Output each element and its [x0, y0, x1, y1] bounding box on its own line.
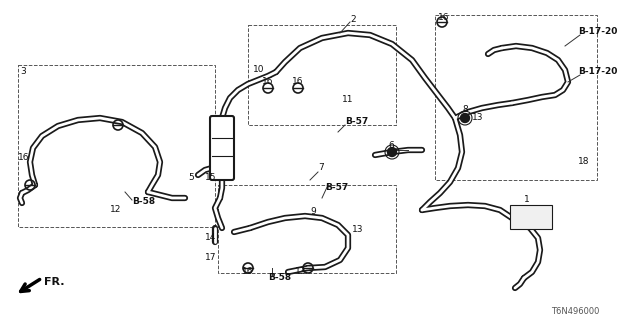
Text: B-17-20: B-17-20 [578, 68, 618, 76]
Text: 9: 9 [310, 207, 316, 217]
Text: 16: 16 [438, 13, 449, 22]
FancyBboxPatch shape [210, 116, 234, 180]
Text: B-17-20: B-17-20 [578, 28, 618, 36]
Text: 13: 13 [352, 226, 364, 235]
Text: B-58: B-58 [268, 274, 291, 283]
Text: 1: 1 [524, 196, 530, 204]
Text: 15: 15 [205, 173, 216, 182]
Text: 16: 16 [242, 268, 253, 276]
Text: 5: 5 [188, 173, 194, 182]
Text: 10: 10 [253, 66, 264, 75]
Text: 16: 16 [18, 154, 29, 163]
Bar [510, 205, 552, 229]
Text: B-57: B-57 [325, 183, 348, 193]
Text: 2: 2 [350, 14, 356, 23]
Text: 16: 16 [262, 77, 273, 86]
Text: 17: 17 [205, 253, 216, 262]
Text: 18: 18 [578, 157, 589, 166]
Text: T6N496000: T6N496000 [551, 308, 599, 316]
Text: FR.: FR. [44, 277, 65, 287]
Text: 3: 3 [20, 68, 26, 76]
Text: 6: 6 [388, 140, 394, 149]
Text: 12: 12 [110, 205, 122, 214]
Text: 11: 11 [342, 95, 353, 105]
Bar [248, 25, 396, 125]
Bar [18, 65, 215, 227]
Text: B-58: B-58 [132, 197, 155, 206]
Circle shape [461, 114, 470, 123]
Bar [435, 15, 597, 180]
Text: 7: 7 [318, 164, 324, 172]
Text: 13: 13 [472, 114, 483, 123]
Text: 16: 16 [292, 77, 303, 86]
Circle shape [387, 148, 397, 156]
Bar [218, 185, 396, 273]
Text: 13: 13 [295, 268, 307, 276]
Text: 14: 14 [205, 234, 216, 243]
Text: B-57: B-57 [345, 117, 368, 126]
Text: 8: 8 [462, 106, 468, 115]
